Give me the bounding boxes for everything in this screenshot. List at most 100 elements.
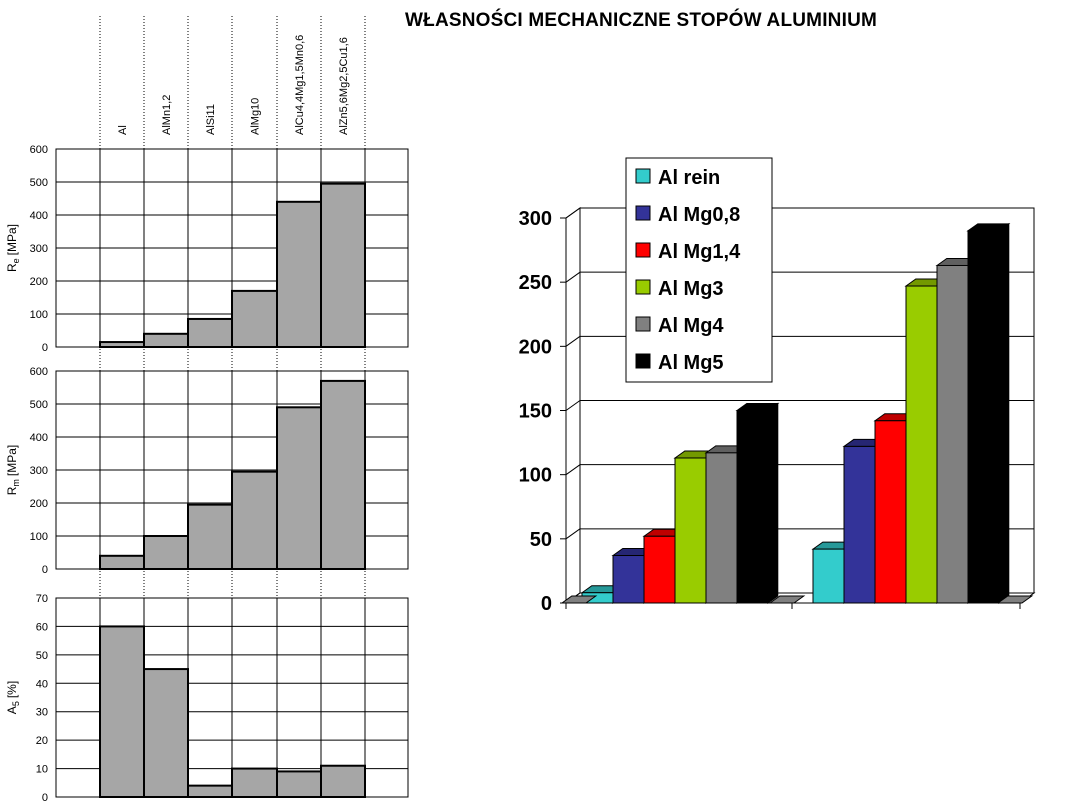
legend-swatch <box>635 242 651 258</box>
legend: Al rein Al Mg0,8 Al Mg1,4 Al Mg3 Al Mg4 Al Mg… <box>625 157 773 383</box>
y-tick-label: 400 <box>30 210 48 222</box>
bar-chart-2: 0 100 200 300 400 500 600 Rm [MPa] <box>5 366 409 576</box>
bar-side <box>767 402 779 604</box>
floor-slab <box>996 595 1034 604</box>
y-tick-label: 0 <box>42 792 48 804</box>
legend-swatch <box>635 205 651 221</box>
bar-front <box>705 452 738 604</box>
y-tick-label: 20 <box>36 735 48 747</box>
bar-chart-3: 0 10 20 30 40 50 60 70 A5 [%] <box>5 593 409 804</box>
y-tick-label: 60 <box>36 621 48 633</box>
y-tick-label: 200 <box>519 336 552 358</box>
y-tick-label: 0 <box>541 593 552 615</box>
legend-box <box>625 157 773 383</box>
legend-label: Al Mg0,8 <box>658 204 740 226</box>
y-tick-label: 0 <box>42 564 48 576</box>
y-tick-label: 300 <box>30 465 48 477</box>
y-axis-label-unit: [MPa] <box>5 224 19 255</box>
bar-front <box>967 230 1000 604</box>
y-tick-label: 10 <box>36 764 48 776</box>
bar-side <box>998 222 1010 604</box>
bar <box>231 470 278 570</box>
y-tick-label: 200 <box>30 276 48 288</box>
category-label: AlMg10 <box>250 98 262 135</box>
legend-label: Al Mg5 <box>658 352 724 374</box>
y-tick-label: 600 <box>30 144 48 156</box>
y-tick-label: 500 <box>30 177 48 189</box>
bar-front <box>843 445 876 604</box>
bar <box>276 406 322 570</box>
bar <box>187 317 233 349</box>
y-axis-label-main: A <box>5 706 19 714</box>
bar-3d <box>966 222 1011 604</box>
legend-label: Al rein <box>658 167 720 189</box>
y-tick-label: 500 <box>30 399 48 411</box>
category-label: AlMn1,2 <box>161 95 173 135</box>
y-axis-label-main: R <box>5 263 19 272</box>
y-tick-label: 200 <box>30 498 48 510</box>
y-axis-label: Re [MPa] <box>5 224 21 272</box>
y-axis-label-sub: e <box>11 258 21 263</box>
y-tick-label: 70 <box>36 593 48 605</box>
category-label: Al <box>117 125 129 135</box>
bar-3d <box>735 402 780 604</box>
gridline-side <box>565 400 581 411</box>
bar-front <box>905 285 938 604</box>
legend-label: Al Mg1,4 <box>658 241 741 263</box>
y-axis-label: Rm [MPa] <box>5 445 21 496</box>
legend-swatch <box>635 353 651 369</box>
legend-swatch <box>635 168 651 184</box>
y-axis-label-sub: m <box>11 479 21 487</box>
y-tick-label: 50 <box>530 529 552 551</box>
y-axis-label-sub: 5 <box>11 701 21 706</box>
gridline-side <box>565 528 581 540</box>
category-label: AlCu4,4Mg1,5Mn0,6 <box>294 35 306 135</box>
y-tick-label: 100 <box>30 531 48 543</box>
bar <box>276 200 322 348</box>
bar-3d <box>811 541 856 604</box>
gridline-side <box>565 271 581 283</box>
y-tick-label: 600 <box>30 366 48 378</box>
bar-front <box>874 420 907 604</box>
y-axis-label: A5 [%] <box>5 681 21 714</box>
bar-front <box>812 548 845 604</box>
bar-front <box>736 410 769 604</box>
bar <box>320 764 366 799</box>
y-tick-label: 100 <box>30 309 48 321</box>
category-label: AlZn5,6Mg2,5Cu1,6 <box>338 37 350 135</box>
floor-slab <box>768 595 806 604</box>
y-tick-label: 400 <box>30 432 48 444</box>
y-axis-label-unit: [%] <box>5 681 19 698</box>
bar <box>320 379 366 570</box>
bar-front <box>674 457 707 604</box>
bar-chart-1: 0 100 200 300 400 500 600 Re [MPa] <box>5 144 409 354</box>
y-axis-label-main: R <box>5 486 19 495</box>
y-tick-label: 300 <box>519 208 552 230</box>
bar-front <box>936 264 969 604</box>
legend-label: Al Mg3 <box>658 278 724 300</box>
bar <box>276 770 322 799</box>
y-tick-label: 100 <box>519 465 552 487</box>
floor-slab <box>560 595 598 604</box>
gridline-side <box>565 464 581 476</box>
bar-front <box>612 555 645 604</box>
y-tick-label: 250 <box>519 272 552 294</box>
bar <box>231 289 278 348</box>
page-title: WŁASNOŚCI MECHANICZNE STOPÓW ALUMINIUM <box>405 10 878 31</box>
legend-label: Al Mg4 <box>658 315 724 337</box>
category-label: AlSi11 <box>205 104 217 135</box>
bar-3d <box>842 438 887 604</box>
bar <box>320 182 366 348</box>
bar <box>143 668 189 798</box>
y-tick-label: 0 <box>42 342 48 354</box>
y-tick-label: 40 <box>36 678 48 690</box>
legend-swatch <box>635 279 651 295</box>
gridline-side <box>565 207 581 219</box>
y-tick-label: 150 <box>519 401 552 423</box>
gridline-side <box>565 335 581 347</box>
y-tick-label: 30 <box>36 707 48 719</box>
y-tick-label: 300 <box>30 243 48 255</box>
y-tick-label: 50 <box>36 650 48 662</box>
